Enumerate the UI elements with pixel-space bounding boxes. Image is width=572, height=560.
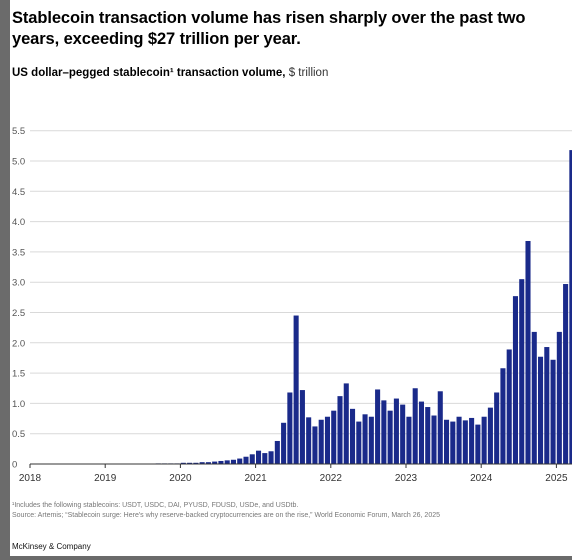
x-tick-label: 2022 <box>320 473 343 484</box>
bar <box>375 389 381 464</box>
bar <box>387 410 393 464</box>
bar <box>243 456 249 464</box>
bar <box>337 396 343 464</box>
bar <box>469 417 475 464</box>
bar <box>230 459 236 464</box>
bar <box>494 392 500 464</box>
y-tick-label: 3.5 <box>12 247 25 258</box>
brand-label: McKinsey & Company <box>12 542 91 551</box>
bars <box>155 150 572 464</box>
bar <box>287 392 293 464</box>
bar <box>224 460 230 464</box>
frame-left-edge <box>0 0 10 560</box>
bar <box>437 391 443 464</box>
bar <box>412 388 418 464</box>
y-tick-label: 0.5 <box>12 429 25 440</box>
y-axis: 0 0.5 1.0 1.5 2.0 2.5 3.0 3.5 4.0 4.5 5.0 5.5 <box>12 126 25 470</box>
bar <box>450 421 456 464</box>
x-axis: 2018 2019 2020 2021 2022 2023 2024 2025 <box>19 463 572 484</box>
bar <box>431 415 437 464</box>
bar <box>406 416 412 464</box>
bar <box>538 356 544 464</box>
bar <box>237 458 243 464</box>
bar <box>324 416 330 464</box>
bar-chart: 00.51.01.52.02.53.03.54.04.55.05.5 2018 2… <box>12 126 572 484</box>
y-tick-label: 4.5 <box>12 187 25 198</box>
bar <box>550 359 556 464</box>
bar <box>193 462 199 464</box>
bar <box>306 417 312 464</box>
bar <box>312 426 318 464</box>
x-tick-label: 2023 <box>395 473 418 484</box>
gridlines <box>30 130 572 435</box>
bar <box>481 416 487 464</box>
bar <box>512 296 518 464</box>
bar <box>475 424 481 464</box>
bar <box>531 331 537 464</box>
y-tick-label: 3.0 <box>12 278 25 289</box>
bar <box>393 398 399 464</box>
bar <box>212 461 218 464</box>
frame-bottom-edge <box>0 556 572 560</box>
bar <box>350 408 356 464</box>
bar <box>563 284 569 464</box>
bar <box>249 454 255 464</box>
x-tick-label: 2025 <box>545 473 568 484</box>
bar <box>293 315 299 464</box>
y-tick-label: 4.0 <box>12 217 25 228</box>
y-tick-label: 5.0 <box>12 157 25 168</box>
bar <box>506 349 512 464</box>
bar <box>262 453 268 464</box>
bar <box>274 440 280 464</box>
bar <box>199 462 205 464</box>
bar <box>281 422 287 464</box>
bar <box>487 407 493 464</box>
bar <box>381 400 387 464</box>
bar <box>368 416 374 464</box>
x-tick-label: 2024 <box>470 473 493 484</box>
bar <box>556 331 562 464</box>
bar <box>519 279 525 464</box>
bar <box>418 401 424 464</box>
bar <box>180 462 186 464</box>
x-tick-label: 2021 <box>244 473 267 484</box>
x-tick-label: 2020 <box>169 473 192 484</box>
bar <box>256 450 262 464</box>
bar <box>525 240 531 464</box>
bar <box>318 419 324 464</box>
y-tick-label: 0 <box>12 460 17 471</box>
bar <box>218 460 224 464</box>
bar <box>299 390 305 464</box>
footnote: ¹Includes the following stablecoins: USD… <box>12 501 568 521</box>
y-tick-label: 5.5 <box>12 126 25 137</box>
bar <box>268 451 274 464</box>
bar <box>544 347 550 464</box>
bar <box>205 462 211 464</box>
chart-title: Stablecoin transaction volume has risen … <box>12 9 526 48</box>
bar <box>331 410 337 464</box>
bar <box>456 416 462 464</box>
bar <box>356 421 362 464</box>
bar <box>362 414 368 464</box>
y-tick-label: 1.5 <box>12 369 25 380</box>
y-tick-label: 2.5 <box>12 308 25 319</box>
bar <box>500 368 506 464</box>
bar <box>444 419 450 464</box>
subtitle-main: US dollar–pegged stablecoin¹ transaction… <box>12 67 286 79</box>
subtitle-unit: $ trillion <box>288 67 329 79</box>
y-tick-label: 1.0 <box>12 399 25 410</box>
bar <box>462 420 468 464</box>
bar <box>569 150 572 464</box>
bar <box>400 404 406 464</box>
footnote-stablecoins: ¹Includes the following stablecoins: USD… <box>12 502 299 509</box>
chart-subtitle: US dollar–pegged stablecoin¹ transaction… <box>12 66 568 80</box>
y-tick-label: 2.0 <box>12 338 25 349</box>
footnote-source: Source: Artemis; “Stablecoin surge: Here… <box>12 512 440 519</box>
x-tick-label: 2018 <box>19 473 42 484</box>
bar <box>425 407 431 464</box>
x-tick-label: 2019 <box>94 473 117 484</box>
bar <box>187 462 193 464</box>
bar <box>343 383 349 464</box>
